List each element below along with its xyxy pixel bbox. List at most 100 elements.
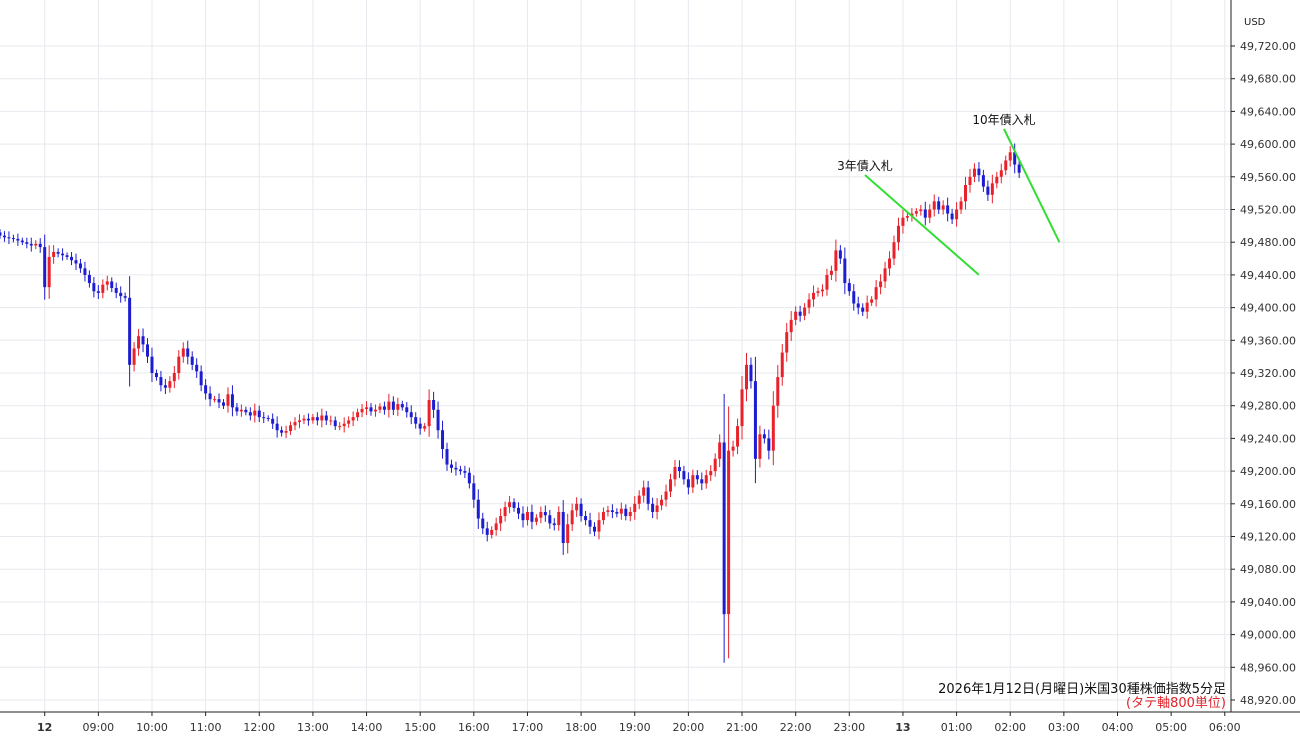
candle: [1017, 159, 1021, 179]
x-tick-label: 12: [37, 721, 52, 734]
candle: [441, 420, 445, 459]
candle: [47, 245, 51, 299]
candle: [660, 495, 664, 511]
candle: [740, 376, 744, 440]
candle: [753, 356, 757, 484]
candle: [347, 416, 351, 428]
candle: [736, 418, 740, 455]
candle: [445, 442, 449, 471]
grid-lines: [0, 0, 1231, 712]
candle: [266, 415, 270, 422]
candle: [52, 245, 56, 264]
candle: [378, 403, 382, 414]
candle: [297, 414, 301, 429]
x-tick-label: 03:00: [1048, 721, 1080, 734]
x-tick-label: 14:00: [351, 721, 383, 734]
candle: [405, 402, 409, 418]
candle: [892, 235, 896, 266]
candle: [655, 498, 659, 520]
candle: [704, 469, 708, 489]
y-tick-label: 49,600.00: [1240, 138, 1296, 151]
candle: [360, 404, 364, 418]
candle: [673, 459, 677, 487]
x-tick-label: 18:00: [565, 721, 597, 734]
annotation-label: 10年債入札: [972, 112, 1035, 127]
candle: [467, 467, 471, 489]
candle: [986, 180, 990, 201]
chart-caption-note: (タテ軸800単位): [1126, 695, 1226, 711]
x-tick-label: 13:00: [297, 721, 329, 734]
candle: [525, 506, 529, 526]
candle: [226, 387, 230, 413]
candle: [990, 174, 994, 204]
candle: [820, 284, 824, 297]
candle: [579, 498, 583, 522]
candle: [235, 403, 239, 416]
candle: [794, 306, 798, 326]
candle: [534, 514, 538, 526]
candle: [458, 465, 462, 475]
candle: [767, 429, 771, 460]
annotation-layer: 3年債入札 10年債入札: [837, 112, 1061, 276]
candle: [423, 423, 427, 432]
chart-caption: 2026年1月12日(月曜日)米国30種株価指数5分足: [938, 681, 1226, 697]
y-tick-label: 49,040.00: [1240, 596, 1296, 609]
candle: [713, 453, 717, 477]
candle: [838, 245, 842, 264]
y-tick-label: 49,120.00: [1240, 531, 1296, 544]
candle: [905, 212, 909, 222]
x-tick-label: 01:00: [941, 721, 973, 734]
candle: [941, 200, 945, 215]
candle: [137, 329, 141, 356]
candle: [847, 278, 851, 296]
candle: [744, 352, 748, 402]
x-tick-label: 20:00: [673, 721, 705, 734]
annotation-leader-line: [864, 174, 980, 276]
candle: [427, 389, 431, 437]
candle: [624, 504, 628, 521]
candle: [257, 405, 261, 423]
candle: [204, 379, 208, 400]
y-tick-label: 49,240.00: [1240, 432, 1296, 445]
candle: [38, 238, 42, 253]
y-tick-label: 48,960.00: [1240, 661, 1296, 674]
candle: [324, 411, 328, 425]
candle: [213, 395, 217, 403]
candle: [928, 204, 932, 223]
candle: [119, 286, 123, 303]
candle: [669, 473, 672, 498]
candle: [92, 276, 96, 298]
candle: [615, 508, 619, 518]
y-tick-label: 49,000.00: [1240, 629, 1296, 642]
candle: [141, 328, 145, 353]
candle: [888, 251, 892, 276]
candle: [709, 465, 713, 482]
y-tick-label: 49,200.00: [1240, 465, 1296, 478]
candle: [43, 234, 47, 300]
candle: [293, 417, 297, 431]
candle: [432, 391, 436, 418]
y-tick-label: 48,920.00: [1240, 694, 1296, 707]
candle: [306, 413, 310, 426]
candle: [472, 475, 476, 508]
candle: [883, 261, 887, 288]
candle: [74, 253, 78, 270]
y-tick-label: 49,360.00: [1240, 334, 1296, 347]
candle: [785, 322, 789, 362]
candle: [995, 171, 999, 189]
x-tick-label: 23:00: [833, 721, 865, 734]
price-axis-labels: 49,720.00 49,680.00 49,640.00 49,600.00 49,5…: [1231, 40, 1296, 707]
candle: [946, 197, 950, 222]
candle: [499, 508, 503, 531]
candle: [163, 378, 167, 395]
annotation-leader-line: [1003, 128, 1061, 243]
x-tick-label: 11:00: [190, 721, 222, 734]
candle: [619, 502, 623, 520]
candle: [382, 401, 386, 415]
candle: [172, 366, 176, 389]
y-tick-label: 49,320.00: [1240, 367, 1296, 380]
candle: [217, 393, 221, 409]
candle: [248, 407, 252, 421]
candle: [199, 365, 203, 392]
candle: [552, 518, 556, 531]
